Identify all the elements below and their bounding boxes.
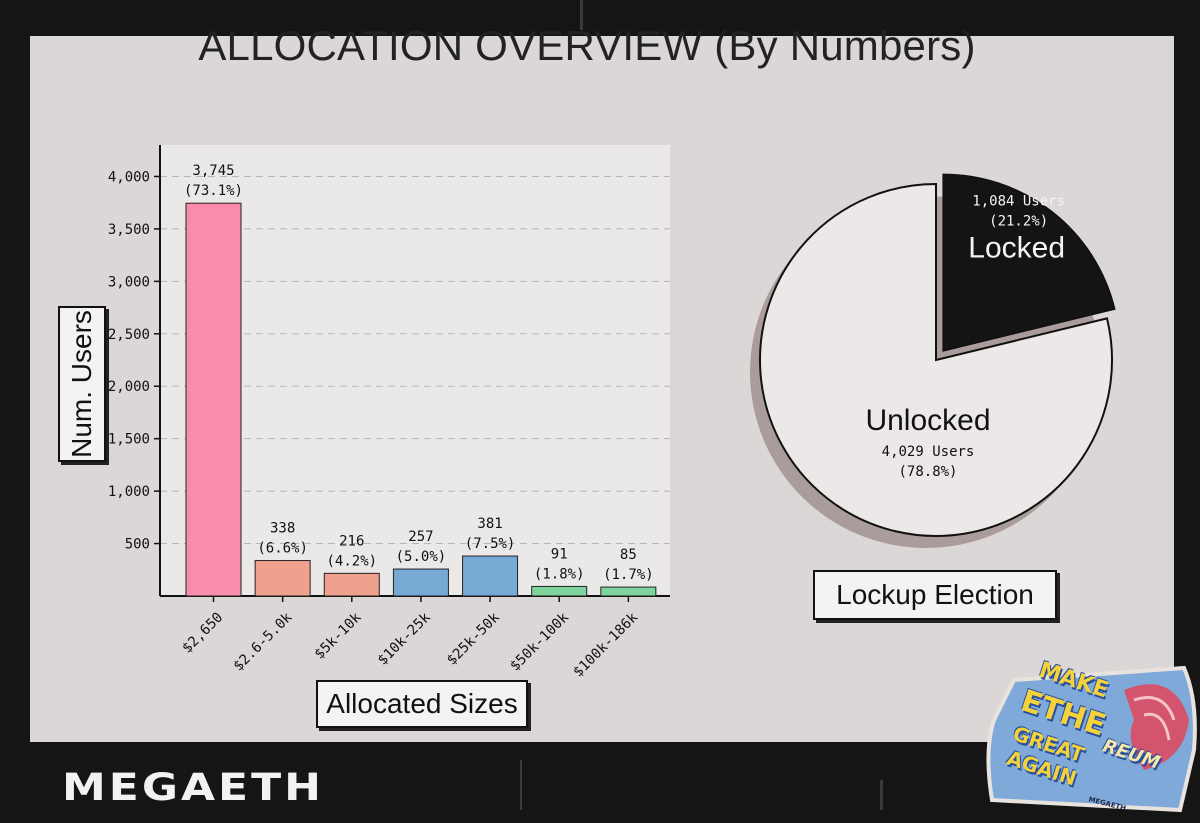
bar xyxy=(600,586,657,597)
bar-percent-label: (6.6%) xyxy=(257,541,308,557)
x-tick-label: $100k-186k xyxy=(570,609,641,680)
plot-area xyxy=(160,145,670,596)
bar-value-label: 257 xyxy=(408,529,433,545)
background-speck xyxy=(880,780,883,810)
pie-slice-name: Unlocked xyxy=(865,404,990,437)
y-tick-label: 1,500 xyxy=(108,432,150,448)
y-tick-label: 500 xyxy=(125,537,150,553)
pie-users-label: 1,084 Users xyxy=(972,194,1065,210)
bar-percent-label: (1.7%) xyxy=(603,567,654,583)
pie-chart-label: Lockup Election xyxy=(813,570,1057,620)
bar-value-label: 338 xyxy=(270,521,295,537)
bar-value-label: 91 xyxy=(551,546,568,562)
pie-percent-label: (78.8%) xyxy=(898,464,957,480)
pie-chart: 1,084 Users (21.2%) Locked Unlocked 4,029 Us… xyxy=(750,173,1116,548)
pie-slice-name: Locked xyxy=(968,232,1065,265)
pie-users-label: 4,029 Users xyxy=(882,444,975,460)
y-tick-label: 3,000 xyxy=(108,274,150,290)
bar xyxy=(462,555,519,597)
bar xyxy=(323,572,380,597)
bar-chart-ylabel-text: Num. Users xyxy=(66,310,97,458)
bar xyxy=(392,568,449,597)
y-tick-label: 2,500 xyxy=(108,327,150,343)
y-tick-label: 1,000 xyxy=(108,484,150,500)
bar-chart-ylabel: Num. Users xyxy=(58,306,106,462)
page-title: ALLOCATION OVERVIEW (By Numbers) xyxy=(198,22,976,69)
x-tick-label: $10k-25k xyxy=(375,609,434,668)
bar-percent-label: (5.0%) xyxy=(396,549,447,565)
bar-value-label: 85 xyxy=(620,547,637,563)
x-tick-label: $50k-100k xyxy=(507,609,572,674)
bar-percent-label: (7.5%) xyxy=(465,536,516,552)
background-speck xyxy=(520,760,522,810)
x-tick-label: $2.6-5.0k xyxy=(231,609,296,674)
sticker-background xyxy=(986,665,1197,813)
pie-slice xyxy=(942,173,1116,352)
bar-percent-label: (1.8%) xyxy=(534,566,585,582)
bar-chart: 500 1,000 1,500 2,000 2,500 3,000 3,500 4,000 3,… xyxy=(108,145,670,680)
x-tick-label: $5k-10k xyxy=(312,609,365,662)
background-speck xyxy=(580,0,583,30)
pie-slice xyxy=(759,182,1113,537)
bar-percent-label: (73.1%) xyxy=(184,183,243,199)
bar-value-label: 381 xyxy=(477,516,502,532)
y-tick-label: 4,000 xyxy=(108,169,150,185)
bar xyxy=(531,585,588,597)
bar-chart-xlabel: Allocated Sizes xyxy=(316,680,528,728)
make-ethereum-great-again-sticker: MAKE ETHE GREAT AGAIN REUM MEGAETH xyxy=(984,658,1200,818)
pie-percent-label: (21.2%) xyxy=(989,214,1048,230)
bar xyxy=(185,202,242,597)
bar-value-label: 3,745 xyxy=(192,163,234,179)
y-tick-label: 3,500 xyxy=(108,222,150,238)
bar-percent-label: (4.2%) xyxy=(326,553,377,569)
bar xyxy=(254,560,311,597)
bar-value-label: 216 xyxy=(339,533,364,549)
y-tick-label: 2,000 xyxy=(108,379,150,395)
x-tick-label: $2,650 xyxy=(179,610,226,657)
x-tick-label: $25k-50k xyxy=(444,609,503,668)
brand-logo: MEGAETH xyxy=(62,766,324,810)
